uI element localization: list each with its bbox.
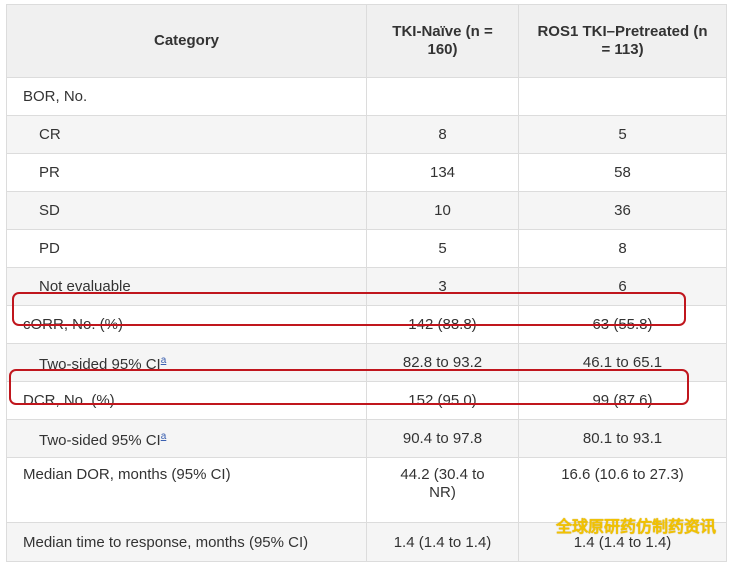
table-row: Not evaluable 3 6 (6, 267, 727, 306)
row-label: PD (6, 229, 367, 268)
row-value-a: 10 (366, 191, 519, 230)
row-label: Median DOR, months (95% CI) (6, 457, 367, 523)
ci-label: Two-sided 95% CI (39, 432, 161, 449)
table-row: PD 5 8 (6, 229, 727, 268)
row-label: SD (6, 191, 367, 230)
row-value-b: 80.1 to 93.1 (518, 419, 727, 458)
row-label: Median time to response, months (95% CI) (6, 522, 367, 562)
row-value-b: 99 (87.6) (518, 381, 727, 420)
table-row: BOR, No. (6, 77, 727, 116)
row-value-a: 142 (88.8) (366, 305, 519, 344)
header-category: Category (6, 4, 367, 78)
footnote-link[interactable]: a (160, 355, 167, 366)
header-ros1-pretreated: ROS1 TKI–Pretreated (n = 113) (518, 4, 727, 78)
row-label: Two-sided 95% CIa (6, 419, 367, 458)
row-label: DCR, No. (%) (6, 381, 367, 420)
row-value-a (366, 77, 519, 116)
row-value-b: 16.6 (10.6 to 27.3) (518, 457, 727, 523)
table-row: CR 8 5 (6, 115, 727, 154)
row-value-a: 44.2 (30.4 to NR) (366, 457, 519, 523)
row-value-b: 8 (518, 229, 727, 268)
row-value-b: 6 (518, 267, 727, 306)
row-label: CR (6, 115, 367, 154)
results-table: Category TKI-Naïve (n = 160) ROS1 TKI–Pr… (6, 4, 727, 562)
row-value-b: 5 (518, 115, 727, 154)
table-row: Two-sided 95% CIa 90.4 to 97.8 80.1 to 9… (6, 419, 727, 458)
row-value-a: 82.8 to 93.2 (366, 343, 519, 382)
row-value-b: 36 (518, 191, 727, 230)
watermark: 全球原研药仿制药资讯 (555, 517, 716, 536)
row-value-b: 46.1 to 65.1 (518, 343, 727, 382)
row-value-b (518, 77, 727, 116)
row-value-b: 58 (518, 153, 727, 192)
header-tki-naive: TKI-Naïve (n = 160) (366, 4, 519, 78)
row-value-a: 152 (95.0) (366, 381, 519, 420)
footnote-link[interactable]: a (160, 431, 167, 442)
table-row: DCR, No. (%) 152 (95.0) 99 (87.6) (6, 381, 727, 420)
row-label: Two-sided 95% CIa (6, 343, 367, 382)
row-value-b: 63 (55.8) (518, 305, 727, 344)
row-label: PR (6, 153, 367, 192)
row-label: Not evaluable (6, 267, 367, 306)
row-value-a: 1.4 (1.4 to 1.4) (366, 522, 519, 562)
row-value-a: 8 (366, 115, 519, 154)
row-label: cORR, No. (%) (6, 305, 367, 344)
ci-label: Two-sided 95% CI (39, 356, 161, 373)
row-label: BOR, No. (6, 77, 367, 116)
row-value-a: 90.4 to 97.8 (366, 419, 519, 458)
row-value-a: 5 (366, 229, 519, 268)
row-value-a: 134 (366, 153, 519, 192)
table-row: PR 134 58 (6, 153, 727, 192)
row-value-a: 3 (366, 267, 519, 306)
table-row: Median DOR, months (95% CI) 44.2 (30.4 t… (6, 457, 727, 523)
table-row: Two-sided 95% CIa 82.8 to 93.2 46.1 to 6… (6, 343, 727, 382)
table-row: cORR, No. (%) 142 (88.8) 63 (55.8) (6, 305, 727, 344)
table-row: SD 10 36 (6, 191, 727, 230)
